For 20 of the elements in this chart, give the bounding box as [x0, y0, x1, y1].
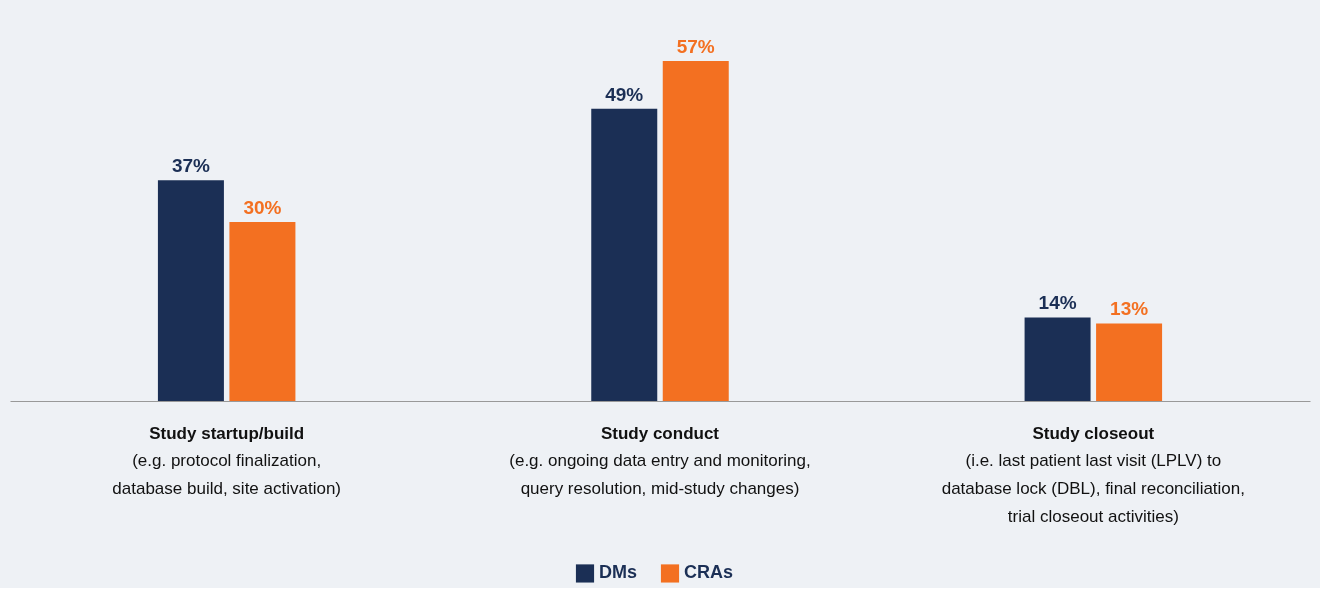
- bar: [662, 61, 729, 401]
- x-tick-label: Study conduct: [600, 423, 720, 443]
- bar: [1024, 317, 1091, 401]
- data-label: 30%: [243, 197, 282, 219]
- legend-label: CRAs: [684, 562, 734, 583]
- data-label: 13%: [1110, 298, 1149, 320]
- bar: [591, 108, 658, 401]
- bar: [157, 180, 224, 401]
- x-tick-label: Study startup/build: [149, 423, 305, 443]
- text: (e.g. protocol finalization, database build, site activation): [112, 451, 342, 498]
- x-tick-label: Study closeout: [1032, 423, 1155, 443]
- data-label: 57%: [676, 36, 715, 57]
- bar: [1096, 323, 1163, 401]
- text: (i.e. last patient last visit (LPLV) to database lock (DBL), final reconciliation, trial closeout activities): [941, 451, 1245, 526]
- bar: [229, 222, 296, 401]
- data-label: 49%: [605, 83, 644, 105]
- data-label: 14%: [1038, 292, 1077, 314]
- data-label: 37%: [171, 155, 211, 177]
- legend-label: DMs: [599, 562, 638, 583]
- text: (e.g. ongoing data entry and monitoring, query resolution, mid-study changes): [509, 451, 811, 498]
